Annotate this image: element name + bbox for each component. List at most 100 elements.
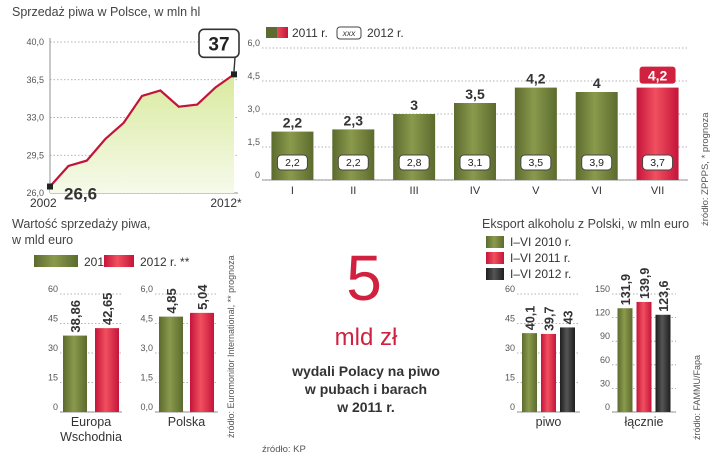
monthly-2012-label: 2,2 bbox=[285, 157, 300, 169]
line-chart-marks: 26,6 37 2002 2012* bbox=[30, 28, 242, 210]
line-xtick-end: 2012* bbox=[210, 196, 242, 210]
monthly-2012-box bbox=[276, 154, 308, 171]
panel-ytick: 30 bbox=[48, 343, 58, 353]
monthly-xtick: VI bbox=[592, 185, 602, 197]
export-chart-total: 0 30 60 90 120 150 131,9 139,9 123,6 łącznie bbox=[595, 268, 676, 429]
panel-bar bbox=[655, 314, 671, 412]
export-legend: I–VI 2010 r. I–VI 2011 r. I–VI 2012 r. bbox=[486, 235, 571, 281]
value-title-line2: w mld euro bbox=[11, 233, 73, 247]
monthly-xtick: IV bbox=[470, 185, 481, 197]
monthly-xtick: V bbox=[532, 185, 540, 197]
monthly-source: źródło: ZPPPS, * prognoza bbox=[700, 112, 711, 226]
legend-label-2012: 2012 r. bbox=[367, 26, 404, 40]
panel-bar bbox=[636, 301, 652, 412]
export-source: źródło: FAMMU/Fapa bbox=[692, 355, 702, 440]
line-chart-series bbox=[49, 73, 235, 188]
panel-category: Europa bbox=[71, 415, 111, 429]
monthly-value-label: 3 bbox=[410, 97, 418, 113]
callout-line2: w pubach i barach bbox=[304, 381, 427, 397]
panel-ytick: 60 bbox=[48, 284, 58, 294]
line-ytick: 33,0 bbox=[26, 113, 44, 123]
line-start-label: 26,6 bbox=[64, 185, 97, 204]
legend-box-2012 bbox=[336, 26, 362, 40]
monthly-xtick: II bbox=[350, 185, 356, 197]
monthly-ytick: 4,5 bbox=[247, 71, 260, 81]
monthly-2012-label: 3,1 bbox=[468, 157, 483, 169]
panel-bar bbox=[63, 335, 87, 412]
panel-ytick: 60 bbox=[505, 284, 515, 294]
line-end-pointer bbox=[233, 57, 236, 72]
panel-value-label: 131,9 bbox=[619, 274, 633, 305]
line-end-marker bbox=[231, 71, 237, 78]
line-area bbox=[50, 74, 234, 193]
monthly-2012-box bbox=[520, 154, 552, 171]
panel-ytick: 30 bbox=[505, 343, 515, 353]
value-title-line1: Wartość sprzedaży piwa, bbox=[12, 217, 150, 231]
line-ytick: 36,5 bbox=[26, 75, 44, 85]
monthly-2012-box bbox=[642, 154, 674, 171]
panel-ytick: 4,5 bbox=[140, 314, 153, 324]
panel-ytick: 0 bbox=[53, 402, 58, 412]
panel-value-label: 123,6 bbox=[657, 280, 671, 311]
line-chart-title: Sprzedaż piwa w Polsce, w mln hl bbox=[12, 5, 200, 19]
legend-swatch-2011-left bbox=[266, 27, 277, 38]
monthly-2012-label: 2,8 bbox=[407, 157, 422, 169]
panel-ytick: 0,0 bbox=[140, 402, 153, 412]
legend-swatch-2010-export bbox=[486, 236, 504, 248]
legend-box-text: xxx bbox=[342, 28, 357, 38]
callout-unit: mld zł bbox=[335, 324, 398, 351]
monthly-value-label: 2,3 bbox=[344, 112, 364, 128]
callout-source: źródło: KP bbox=[262, 444, 306, 455]
monthly-2012-box bbox=[459, 154, 491, 171]
panel-category: łącznie bbox=[625, 415, 664, 429]
value-legend: 2011 r. 2012 r. ** bbox=[34, 255, 190, 269]
line-xtick-start: 2002 bbox=[30, 196, 57, 210]
legend-swatch-2011-value bbox=[34, 255, 78, 267]
legend-swatch-2012-value bbox=[104, 255, 134, 267]
monthly-label-bg bbox=[639, 66, 676, 84]
panel-bar bbox=[190, 312, 214, 412]
panel-ytick: 0 bbox=[605, 402, 610, 412]
monthly-2012-box bbox=[581, 154, 613, 171]
monthly-2012-box bbox=[337, 154, 369, 171]
monthly-value-label: 4,2 bbox=[648, 68, 668, 84]
monthly-chart: 0 1,5 3,0 4,5 6,0 2,2 2,2 I 2,3 2,2 II 3 2,8 III 3,5 3,… bbox=[247, 38, 688, 197]
line-start-marker bbox=[47, 183, 53, 190]
monthly-xtick: III bbox=[410, 185, 419, 197]
legend-swatch-2012-export bbox=[486, 268, 504, 280]
panel-ytick: 90 bbox=[600, 331, 610, 341]
monthly-ytick: 0 bbox=[255, 170, 260, 180]
panel-bar bbox=[560, 327, 575, 412]
monthly-legend: 2011 r. xxx 2012 r. bbox=[266, 26, 404, 40]
monthly-ytick: 3,0 bbox=[247, 104, 260, 114]
value-source: źródło: Euromonitor International, ** pr… bbox=[226, 255, 236, 438]
panel-ytick: 15 bbox=[48, 373, 58, 383]
monthly-value-label: 4 bbox=[593, 75, 601, 91]
line-end-callout bbox=[198, 28, 240, 59]
monthly-2012-label: 3,9 bbox=[589, 157, 604, 169]
export-legend-2012: I–VI 2012 r. bbox=[510, 267, 571, 281]
panel-bar bbox=[95, 328, 119, 412]
panel-ytick: 150 bbox=[595, 284, 610, 294]
panel-bar bbox=[159, 316, 183, 412]
export-title: Eksport alkoholu z Polski, w mln euro bbox=[482, 217, 689, 231]
panel-ytick: 0 bbox=[510, 402, 515, 412]
monthly-2012-label: 2,2 bbox=[346, 157, 361, 169]
monthly-2012-label: 3,7 bbox=[650, 157, 665, 169]
export-legend-2011: I–VI 2011 r. bbox=[510, 251, 571, 265]
legend-label-2011: 2011 r. bbox=[292, 26, 328, 40]
panel-value-label: 38,86 bbox=[68, 300, 83, 333]
panel-value-label: 39,7 bbox=[543, 307, 557, 331]
panel-category: Wschodnia bbox=[60, 430, 122, 444]
value-legend-2012: 2012 r. ** bbox=[140, 255, 190, 269]
panel-value-label: 4,85 bbox=[164, 288, 179, 313]
panel-value-label: 43 bbox=[562, 310, 576, 324]
panel-bar bbox=[617, 308, 633, 412]
callout-line1: wydali Polacy na piwo bbox=[291, 363, 440, 379]
export-chart-beer: 0 15 30 45 60 40,1 39,7 43 piwo bbox=[505, 284, 580, 429]
panel-ytick: 15 bbox=[505, 373, 515, 383]
monthly-2012-box bbox=[398, 154, 430, 171]
panel-category: piwo bbox=[536, 415, 562, 429]
